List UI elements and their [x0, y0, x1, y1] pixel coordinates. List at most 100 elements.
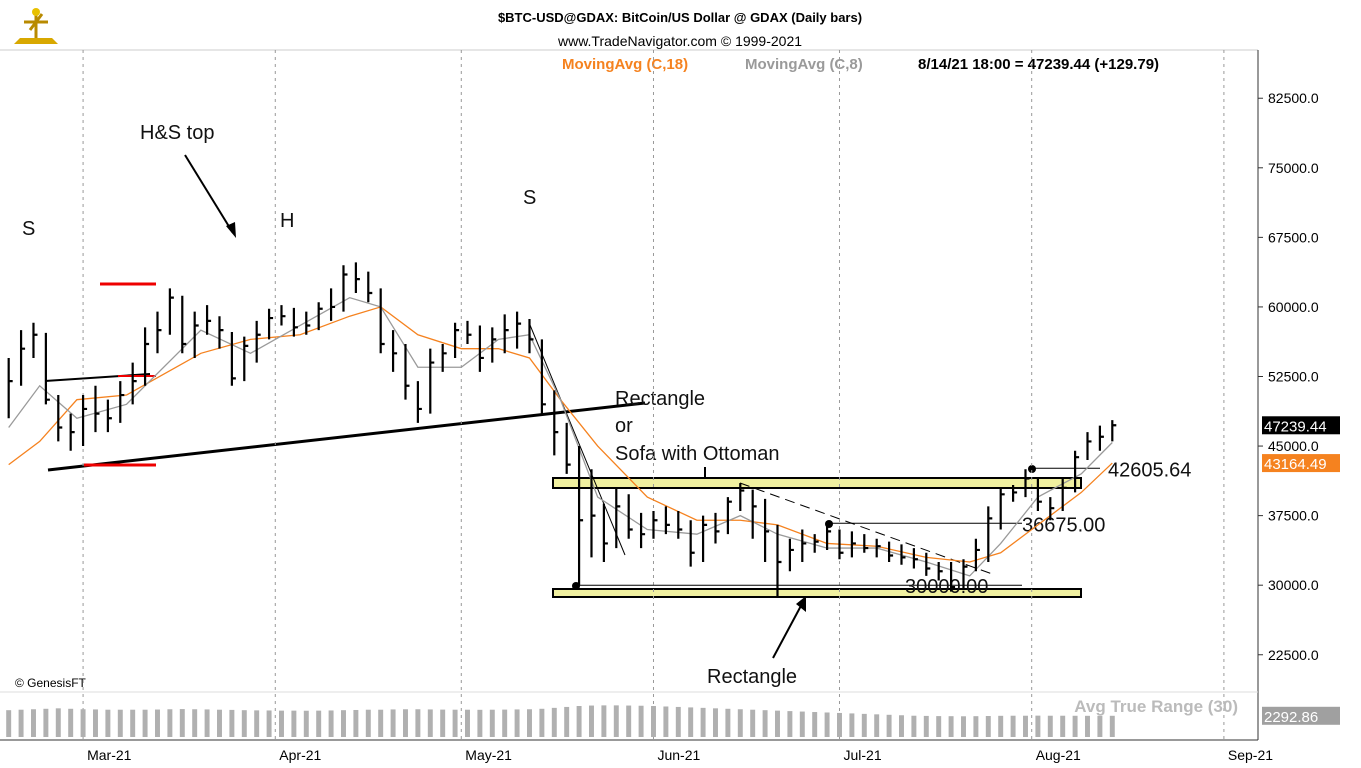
atr-bar: [155, 709, 160, 737]
atr-bar: [1010, 715, 1016, 737]
price-bar: [540, 339, 546, 414]
value-label: 2292.86: [1264, 709, 1318, 726]
price-bar: [317, 302, 323, 331]
price-bar: [1061, 478, 1067, 511]
atr-bar: [899, 715, 904, 737]
price-bar: [255, 320, 261, 363]
price-bar: [1086, 432, 1092, 460]
annotation: or: [615, 415, 633, 437]
atr-bar: [105, 709, 111, 737]
annotation: H: [280, 210, 294, 232]
atr-bar: [688, 707, 694, 737]
atr-bar: [142, 709, 148, 737]
price-bar: [949, 562, 956, 592]
x-tick-label: Mar-21: [87, 747, 132, 763]
atr-bar: [390, 709, 396, 737]
atr-bar: [750, 709, 756, 737]
atr-bar: [948, 716, 954, 737]
price-bar: [44, 332, 50, 405]
atr-bar: [291, 710, 297, 737]
price-bar: [230, 331, 236, 386]
price-bar: [292, 307, 298, 337]
atr-bar: [440, 709, 446, 737]
legend-entry: MovingAvg (C,8): [745, 56, 863, 73]
price-bar: [32, 322, 38, 358]
price-bar: [677, 510, 683, 539]
atr-bar: [576, 706, 582, 737]
x-tick-label: May-21: [465, 747, 512, 763]
price-bar: [850, 531, 856, 558]
atr-bar: [985, 716, 991, 737]
x-tick-label: Aug-21: [1036, 747, 1081, 763]
y-tick-label: 67500.0: [1268, 229, 1319, 245]
price-bar: [404, 344, 410, 400]
price-bar: [1111, 420, 1117, 442]
y-tick-label: 22500.0: [1268, 647, 1319, 663]
price-bar: [57, 395, 63, 442]
atr-bar: [613, 705, 619, 737]
price-bar: [1024, 469, 1030, 498]
price-bar: [875, 538, 881, 558]
annotation: S: [22, 218, 35, 240]
price-bar: [453, 322, 460, 358]
annotation: H&S top: [140, 122, 214, 144]
x-tick-label: Jul-21: [843, 747, 881, 763]
price-bar: [267, 308, 274, 340]
atr-bar: [217, 709, 222, 737]
price-bar: [491, 327, 497, 363]
atr-bar: [564, 706, 570, 737]
price-bar: [714, 512, 720, 544]
price-bar: [689, 520, 695, 567]
atr-bar: [700, 707, 706, 737]
price-bar: [441, 344, 447, 372]
status: 8/14/21 18:00 = 47239.44 (+129.79): [918, 56, 1159, 73]
price-bar: [193, 311, 199, 358]
price-bar: [788, 538, 794, 572]
price-bar: [937, 562, 943, 581]
atr-bar: [799, 711, 805, 737]
price-bar: [825, 524, 832, 550]
price-bar: [280, 305, 286, 326]
atr-bar: [254, 710, 260, 737]
atr-bar: [415, 709, 421, 737]
atr-bar: [675, 706, 681, 737]
chart-subtitle: www.TradeNavigator.com © 1999-2021: [557, 33, 802, 49]
atr-bar: [341, 710, 346, 737]
atr-bar: [427, 709, 433, 737]
atr-bar: [849, 713, 855, 737]
atr-bar: [378, 709, 384, 737]
atr-bar: [365, 709, 371, 737]
atr-bar: [1097, 715, 1103, 737]
price-bar: [131, 362, 137, 405]
price-bar: [354, 262, 360, 294]
price-bar: [181, 295, 187, 354]
atr-bar: [663, 706, 669, 737]
y-tick-label: 75000.0: [1268, 160, 1319, 176]
price-bar: [726, 497, 732, 535]
price-bar: [602, 503, 608, 562]
atr-bar: [6, 710, 12, 737]
atr-bar: [31, 709, 36, 737]
atr-bar: [477, 709, 483, 737]
price-bar: [205, 305, 212, 335]
price-bar: [565, 422, 571, 474]
annotation: Sofa with Ottoman: [615, 443, 780, 465]
value-label: 47239.44: [1264, 418, 1327, 435]
value-box: [1262, 454, 1340, 473]
chart-title: $BTC-USD@GDAX: BitCoin/US Dollar @ GDAX …: [498, 10, 862, 25]
atr-bar: [638, 705, 644, 737]
price-bar: [466, 320, 472, 345]
atr-bar: [1072, 715, 1078, 737]
atr-bar: [489, 709, 495, 737]
price-bar: [664, 506, 670, 535]
price-bar: [168, 288, 174, 335]
legend-entry: MovingAvg (C,18): [562, 56, 688, 73]
y-tick-label: 45000.0: [1268, 438, 1319, 454]
price-bar: [478, 325, 484, 372]
price-bar: [503, 314, 509, 354]
atr-bar: [911, 715, 917, 737]
atr-bar: [465, 709, 470, 737]
price-bar: [391, 330, 398, 372]
atr-bar: [68, 708, 74, 737]
